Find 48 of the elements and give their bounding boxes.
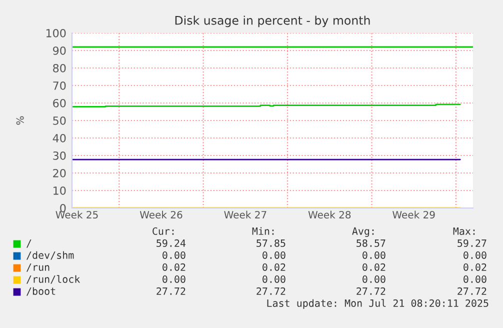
text: 27.72 [256,287,286,295]
y-tick-label: 30 [53,151,66,160]
y-tick-label: 50 [53,116,66,125]
legend-label: /dev/shm [26,251,74,260]
legend-label: /boot [26,287,56,296]
text: 58.57 [356,239,386,247]
y-tick-label: 80 [53,64,66,72]
text: 0.00 [464,251,486,259]
text: 0.00 [262,275,286,283]
y-tick-label: 100 [46,28,66,38]
x-tick-label: Week 25 [56,210,98,219]
y-tick-label: 0 [60,204,66,212]
chart-title: Disk usage in percent - by month [175,16,370,28]
text: 0.00 [162,251,186,259]
legend-label: /run/lock [26,275,80,284]
y-axis-title: % [16,116,24,125]
text: Cur: [152,227,174,235]
x-tick-label: Week 29 [392,210,435,219]
text: 27.72 [356,287,386,295]
text: 59.24 [156,239,186,247]
text: Avg: [352,227,374,237]
text: 0.02 [262,263,286,271]
text: 0.00 [162,275,186,283]
text: 0.00 [464,275,486,283]
x-tick-label: Week 26 [140,210,182,219]
legend-label: / [26,239,32,248]
y-tick-label: 60 [53,98,66,108]
text: 0.00 [362,275,386,283]
x-tick-label: Week 27 [224,210,266,219]
y-tick-label: 90 [53,46,66,55]
text: 0.02 [362,263,386,271]
text: 0.02 [464,263,486,271]
text: 0.00 [362,251,386,259]
text: 27.72 [156,287,186,295]
y-tick-label: 70 [53,81,66,90]
legend-label: /run [26,263,50,272]
text: 0.02 [162,263,186,271]
y-tick-label: 20 [53,168,66,178]
text: Min: [252,227,274,235]
x-tick-label: Week 28 [308,210,351,219]
text: 59.27 [458,239,486,247]
y-tick-label: 10 [54,186,66,195]
text: 0.00 [262,251,286,259]
y-tick-label: 40 [52,134,66,142]
text: 57.85 [256,239,286,247]
text: Last update: Mon Jul 21 08:20:11 2025 [267,299,488,309]
text: 27.72 [458,287,486,295]
text: Max: [453,227,475,235]
